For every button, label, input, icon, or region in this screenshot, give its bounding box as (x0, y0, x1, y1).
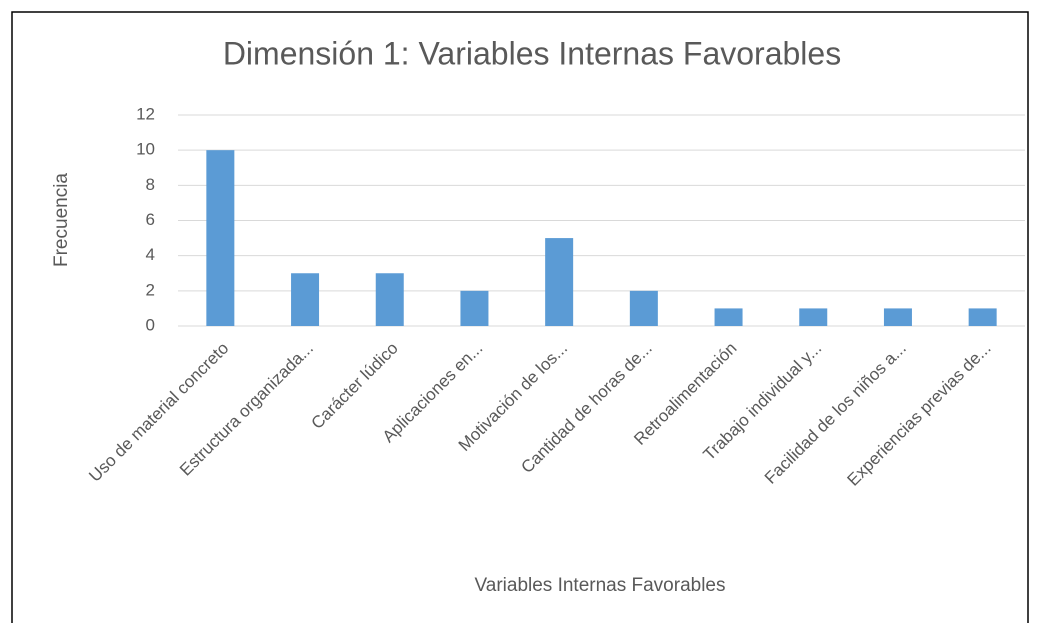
bar (545, 238, 574, 326)
y-tick-label: 4 (146, 245, 155, 264)
y-tick-label: 12 (136, 104, 155, 123)
bar (291, 273, 320, 326)
chart-title: Dimensión 1: Variables Internas Favorabl… (223, 35, 841, 71)
bar (883, 308, 912, 326)
y-tick-label: 0 (146, 315, 155, 334)
y-axis-title: Frecuencia (51, 173, 72, 267)
bar (460, 290, 489, 326)
bar (629, 290, 658, 326)
bar (375, 273, 404, 326)
chart-frame (11, 11, 1029, 623)
bar (799, 308, 828, 326)
bar (968, 308, 997, 326)
bar (206, 150, 235, 326)
bar (714, 308, 743, 326)
y-tick-label: 6 (146, 210, 155, 229)
y-tick-label: 10 (136, 140, 155, 159)
y-tick-label: 2 (146, 280, 155, 299)
x-axis-title: Variables Internas Favorables (475, 575, 726, 596)
y-tick-label: 8 (146, 175, 155, 194)
